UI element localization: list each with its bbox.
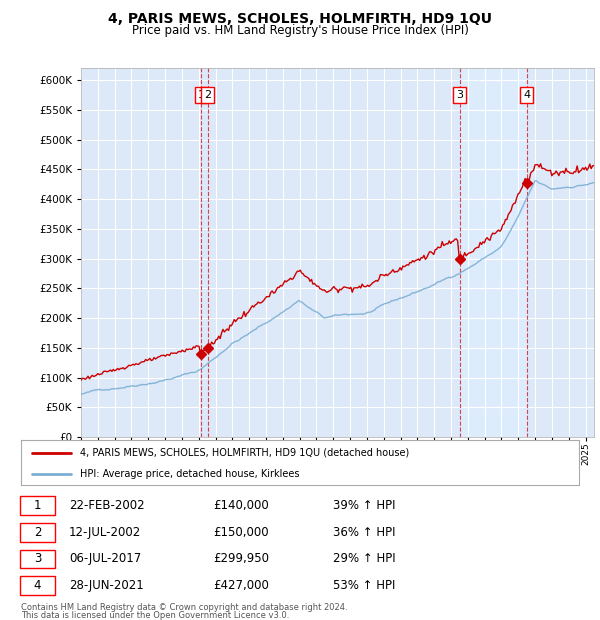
Text: 06-JUL-2017: 06-JUL-2017: [69, 552, 141, 565]
Text: 28-JUN-2021: 28-JUN-2021: [69, 579, 144, 592]
Bar: [460, 68, 527, 437]
Text: HPI: Average price, detached house, Kirklees: HPI: Average price, detached house, Kirk…: [80, 469, 299, 479]
Text: 4, PARIS MEWS, SCHOLES, HOLMFIRTH, HD9 1QU (detached house): 4, PARIS MEWS, SCHOLES, HOLMFIRTH, HD9 1…: [80, 448, 409, 458]
Text: 3: 3: [456, 90, 463, 100]
Text: 29% ↑ HPI: 29% ↑ HPI: [333, 552, 395, 565]
Text: This data is licensed under the Open Government Licence v3.0.: This data is licensed under the Open Gov…: [21, 611, 289, 620]
Text: Price paid vs. HM Land Registry's House Price Index (HPI): Price paid vs. HM Land Registry's House …: [131, 24, 469, 37]
Text: 1: 1: [197, 90, 205, 100]
Text: £150,000: £150,000: [213, 526, 269, 539]
Text: £299,950: £299,950: [213, 552, 269, 565]
Text: 3: 3: [34, 552, 41, 565]
Text: 1: 1: [34, 499, 41, 512]
Text: 4, PARIS MEWS, SCHOLES, HOLMFIRTH, HD9 1QU: 4, PARIS MEWS, SCHOLES, HOLMFIRTH, HD9 1…: [108, 12, 492, 27]
Text: 2: 2: [34, 526, 41, 539]
Text: 2: 2: [204, 90, 211, 100]
Text: £140,000: £140,000: [213, 499, 269, 512]
Text: 4: 4: [34, 579, 41, 592]
Text: £427,000: £427,000: [213, 579, 269, 592]
Text: 39% ↑ HPI: 39% ↑ HPI: [333, 499, 395, 512]
Text: 4: 4: [523, 90, 530, 100]
Text: 12-JUL-2002: 12-JUL-2002: [69, 526, 141, 539]
Text: 36% ↑ HPI: 36% ↑ HPI: [333, 526, 395, 539]
Text: Contains HM Land Registry data © Crown copyright and database right 2024.: Contains HM Land Registry data © Crown c…: [21, 603, 347, 612]
Text: 22-FEB-2002: 22-FEB-2002: [69, 499, 145, 512]
Text: 53% ↑ HPI: 53% ↑ HPI: [333, 579, 395, 592]
